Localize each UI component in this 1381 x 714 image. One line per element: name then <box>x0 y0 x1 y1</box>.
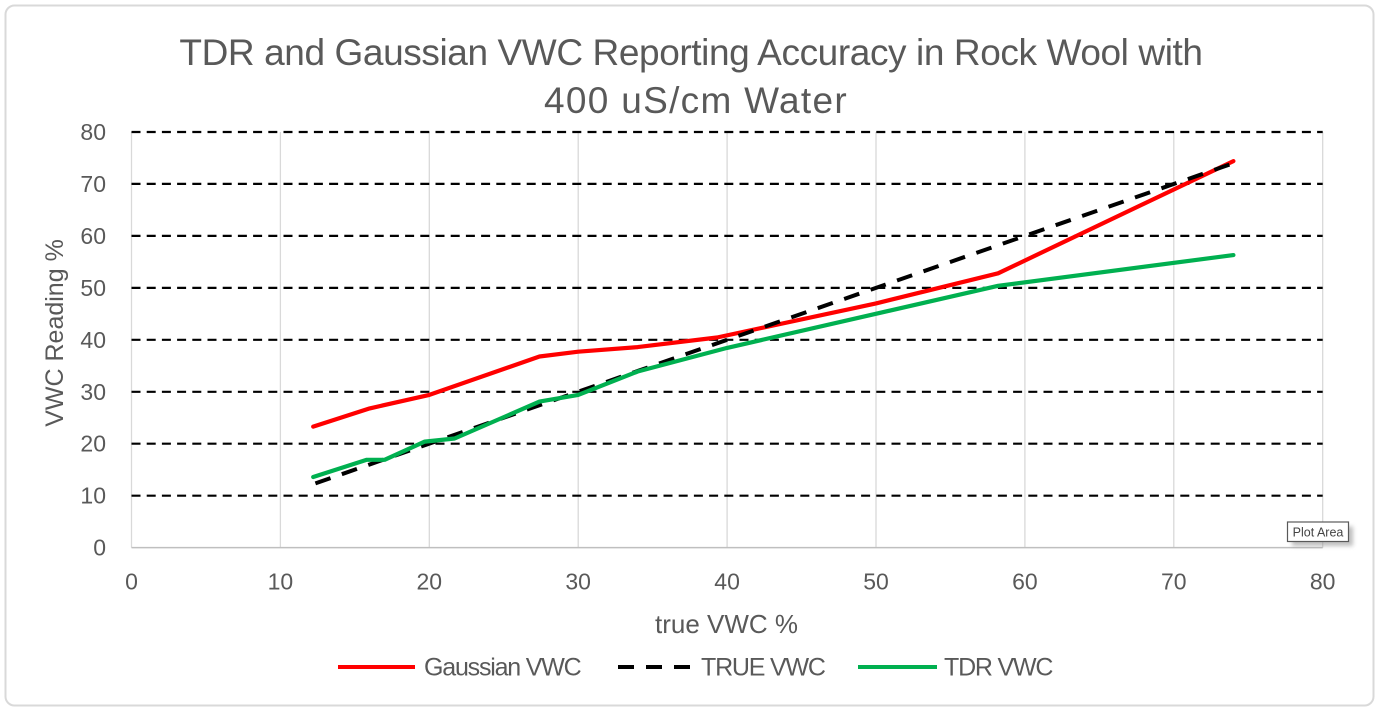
svg-text:50: 50 <box>80 275 106 301</box>
svg-text:0: 0 <box>125 569 138 595</box>
svg-text:60: 60 <box>1012 569 1038 595</box>
svg-text:40: 40 <box>714 569 740 595</box>
svg-text:50: 50 <box>863 569 889 595</box>
svg-text:Gaussian VWC: Gaussian VWC <box>424 653 582 681</box>
svg-text:80: 80 <box>80 119 106 145</box>
svg-text:20: 20 <box>417 569 443 595</box>
svg-text:TDR and Gaussian VWC Reporting: TDR and Gaussian VWC Reporting Accuracy … <box>179 32 1202 73</box>
svg-text:10: 10 <box>268 569 294 595</box>
svg-text:70: 70 <box>80 171 106 197</box>
svg-text:VWC Reading %: VWC Reading % <box>41 239 69 427</box>
svg-text:80: 80 <box>1310 569 1336 595</box>
svg-text:70: 70 <box>1161 569 1187 595</box>
svg-text:TRUE VWC: TRUE VWC <box>701 653 826 681</box>
svg-text:TDR VWC: TDR VWC <box>944 653 1053 681</box>
svg-text:30: 30 <box>565 569 591 595</box>
svg-text:40: 40 <box>80 327 106 353</box>
svg-text:10: 10 <box>80 483 106 509</box>
svg-text:20: 20 <box>80 431 106 457</box>
svg-text:0: 0 <box>93 535 106 561</box>
svg-text:60: 60 <box>80 223 106 249</box>
svg-text:400 uS/cm Water: 400 uS/cm Water <box>544 80 848 121</box>
svg-text:30: 30 <box>80 379 106 405</box>
svg-text:true VWC %: true VWC % <box>655 609 798 639</box>
svg-text:Plot Area: Plot Area <box>1293 526 1344 540</box>
